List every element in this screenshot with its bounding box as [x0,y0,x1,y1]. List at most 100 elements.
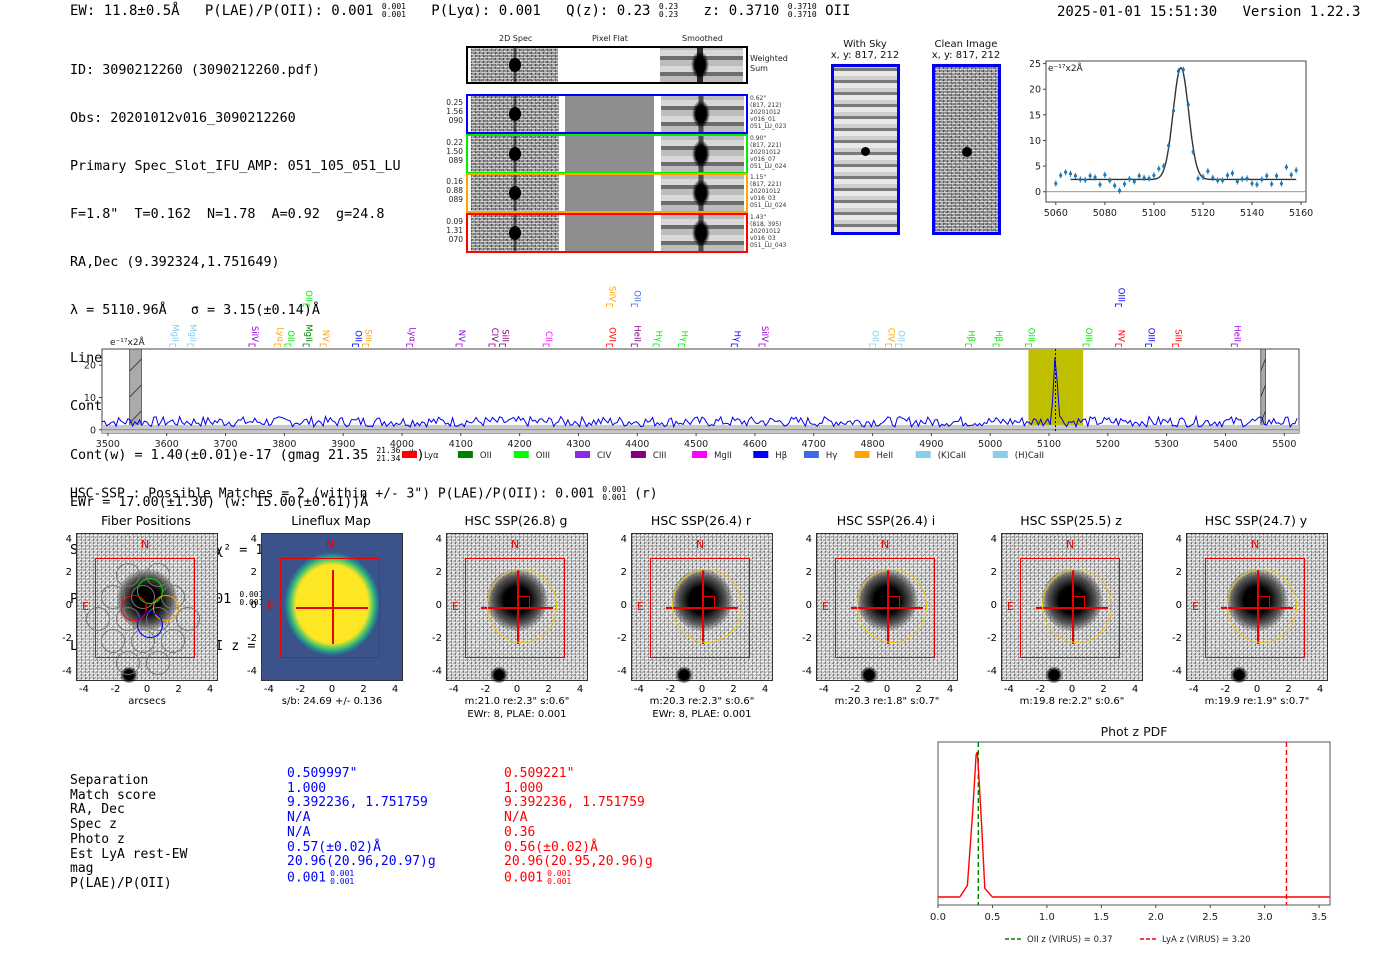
y-tick-label: 2 [65,567,72,579]
row-meta: (817, 212) [750,102,782,109]
compass-n: N [1066,538,1075,551]
match-value: N/A [287,824,311,840]
gap [559,175,565,211]
cutout-row-0 [466,94,748,134]
x-tick-label: 5300 [1155,439,1179,450]
fiber-highlight [121,595,147,621]
col-title-smoothed: Smoothed [682,34,723,43]
x-tick-label: -4 [633,684,644,695]
cutout-row-2 [466,173,748,213]
row-meta: 0.90" [750,134,767,142]
match-label: Spec z [70,817,117,833]
y-tick-label: 2 [1175,567,1182,579]
line-label: SiIV [759,326,769,342]
data-point [1191,150,1195,154]
y-tick-label: 2 [990,567,997,579]
data-point [1068,172,1073,176]
data-point [1260,177,1264,182]
row-meta: 051_LU_024 [750,202,787,209]
data-point [1235,179,1239,184]
y-tick-label: -4 [432,665,442,677]
x-tick-label: 0 [143,684,151,695]
line-label: MgII [187,324,197,342]
line-label-bracket [606,343,614,347]
x-tick-label: 5200 [1096,439,1120,450]
x-tick-label: 4600 [743,439,767,450]
x-tick-label: 3.5 [1311,912,1327,923]
data-point [1196,176,1200,181]
y-tick-label: -2 [247,632,257,644]
hsc-caption: m:20.3 re:2.3" s:0.6" [649,696,755,707]
data-point [1122,182,1127,186]
line-label-bracket [630,343,638,347]
legend-label: Hβ [775,451,787,461]
legend-label: CIV [597,451,611,461]
x-tick-label: 0.5 [984,912,1000,923]
y-tick-label: 5 [1035,162,1041,173]
cutout-row-3 [466,212,748,253]
fiber-highlight [137,612,163,638]
data-point [1294,168,1298,172]
col-title-2dspec: 2D Spec [499,34,533,43]
y-tick-label: 0 [1035,187,1041,198]
cutout-2dspec [471,175,559,211]
x-tick-label: 3.0 [1257,912,1273,923]
x-tick-label: -2 [850,684,861,695]
neighbor-blob [675,667,693,683]
gap [654,96,658,132]
plae-range: 0.001 0.001 [381,2,406,19]
row-meta: (817, 221) [750,141,782,149]
legend-swatch [803,451,819,458]
cutout-pixelflat [565,175,654,211]
weighted-sum-label: Weighted Sum [750,54,788,73]
data-point [1270,182,1274,186]
fiber-circle [86,607,110,631]
y-tick-label: -2 [432,632,442,644]
data-point [1113,183,1117,188]
line-label-bracket [319,343,327,347]
x-tick-label: 4 [761,684,769,695]
center-box [1257,596,1270,609]
x-tick-label: 4900 [919,439,943,450]
data-point [1206,169,1210,173]
trace [698,135,704,172]
neighbor-blob [490,667,508,683]
match-label: mag [70,861,94,877]
line-label: Lyα [274,327,284,342]
y-tick-label: -4 [1172,665,1182,677]
data-point [1059,173,1063,177]
line-label: NV [320,330,330,342]
data-point [1201,175,1205,179]
legend-swatch [630,451,646,458]
x-tick-label: 4 [946,684,954,695]
x-tick-label: 3700 [213,439,237,450]
match-labels: Separation Match score RA, Dec Spec z Photo … [70,773,187,892]
ew-value: EW: 11.8±0.5Å [70,3,180,19]
neighbor-blob [860,667,878,683]
data-point [1088,174,1092,178]
crosshair-v [332,570,334,644]
y-tick-label: -2 [617,632,627,644]
x-tick-label: 3500 [96,439,120,450]
source-blob [509,225,521,240]
line-label: OII [303,290,313,302]
y-tick-label: 0 [620,600,627,611]
line-label: OII [353,330,363,342]
legend-swatch [692,451,708,458]
line-label: HeII [631,325,641,342]
data-point [1167,144,1171,148]
compass-n: N [326,538,335,551]
hsc-caption: s/b: 24.69 +/- 0.136 [281,696,383,707]
info-ewr: EWr = 17.00(±1.30) (w: 15.00(±0.61))Å [70,495,369,510]
info-params: F=1.8" T=0.162 N=1.78 A=0.92 g=24.8 [70,207,385,222]
cutout-smoothed [658,135,744,172]
legend-label: OII [480,451,492,461]
fiber-highlight [153,595,179,621]
match-value: 0.001 0.001 0.001 [504,868,572,886]
line-label: HeII [1231,325,1241,342]
data-point [1108,178,1112,183]
fiber-circle [101,585,125,609]
x-tick-label: -4 [263,684,274,695]
data-point [1162,164,1166,168]
